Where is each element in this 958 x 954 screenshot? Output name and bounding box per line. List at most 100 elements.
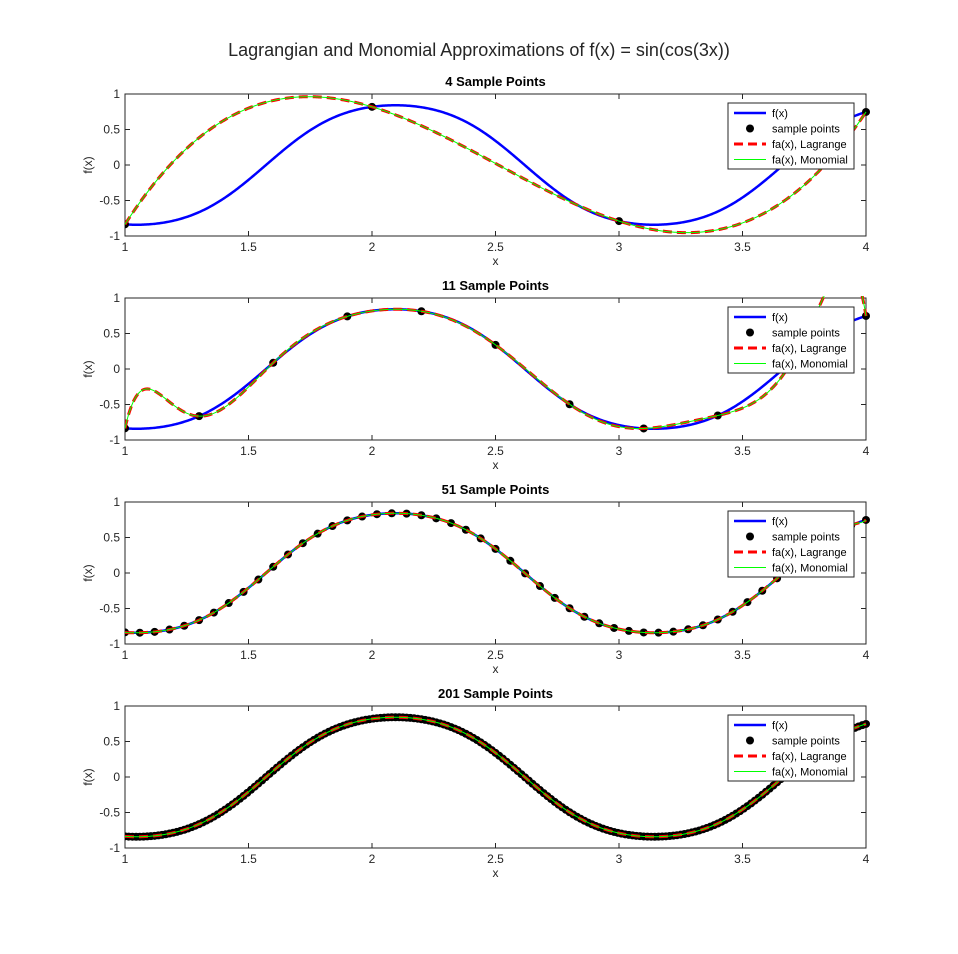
y-tick-label: 0 — [113, 770, 120, 784]
y-axis-label: f(x) — [81, 564, 95, 581]
y-tick-label: 0 — [113, 566, 120, 580]
y-tick-label: 0.5 — [103, 327, 120, 341]
y-axis-label: f(x) — [81, 156, 95, 173]
legend-label: fa(x), Lagrange — [772, 547, 847, 559]
legend-label: f(x) — [772, 108, 788, 120]
legend-label: sample points — [772, 328, 840, 340]
series-f — [125, 104, 867, 226]
legend-label: f(x) — [772, 312, 788, 324]
legend: f(x) sample points fa(x), Lagrange fa(x), M… — [727, 306, 855, 374]
legend-label: fa(x), Lagrange — [772, 139, 847, 151]
x-tick-label: 3.5 — [734, 444, 751, 458]
x-axis-label: x — [493, 458, 499, 472]
x-tick-label: 2 — [369, 648, 376, 662]
y-tick-label: -0.5 — [99, 398, 120, 412]
y-axis-label: f(x) — [81, 768, 95, 785]
legend: f(x) sample points fa(x), Lagrange fa(x), M… — [727, 714, 855, 782]
y-tick-label: -0.5 — [99, 806, 120, 820]
legend-label: fa(x), Monomial — [772, 359, 848, 371]
x-tick-label: 1 — [122, 444, 129, 458]
legend-label: sample points — [772, 736, 840, 748]
plot-area — [125, 509, 870, 637]
x-tick-label: 3 — [616, 240, 623, 254]
y-tick-label: 1 — [113, 291, 120, 305]
legend-label: fa(x), Monomial — [772, 155, 848, 167]
legend-swatch-points — [746, 532, 754, 541]
legend-label: fa(x), Lagrange — [772, 343, 847, 355]
x-tick-label: 3.5 — [734, 240, 751, 254]
x-tick-label: 3 — [616, 852, 623, 866]
x-tick-label: 2 — [369, 240, 376, 254]
x-tick-label: 2.5 — [487, 648, 504, 662]
x-tick-label: 4 — [863, 648, 870, 662]
y-tick-label: 0.5 — [103, 735, 120, 749]
y-tick-label: -1 — [109, 637, 120, 651]
x-tick-label: 1.5 — [240, 240, 257, 254]
series-monomial — [125, 296, 867, 430]
x-tick-label: 1.5 — [240, 852, 257, 866]
x-tick-label: 4 — [863, 444, 870, 458]
legend: f(x) sample points fa(x), Lagrange fa(x), M… — [727, 510, 855, 578]
legend-label: sample points — [772, 124, 840, 136]
x-tick-label: 2 — [369, 852, 376, 866]
y-tick-label: -1 — [109, 841, 120, 855]
x-tick-label: 3.5 — [734, 648, 751, 662]
y-tick-label: 1 — [113, 495, 120, 509]
plot-area — [125, 95, 870, 235]
legend-swatch-points — [746, 736, 754, 745]
legend-label: sample points — [772, 532, 840, 544]
series-monomial — [125, 716, 867, 838]
x-tick-label: 2 — [369, 444, 376, 458]
x-tick-label: 4 — [863, 240, 870, 254]
legend-label: f(x) — [772, 720, 788, 732]
x-tick-label: 1 — [122, 852, 129, 866]
sample-point — [862, 719, 870, 728]
y-tick-label: -1 — [109, 229, 120, 243]
x-tick-label: 1 — [122, 240, 129, 254]
x-tick-label: 1.5 — [240, 444, 257, 458]
plot-area — [125, 296, 870, 433]
subplot-3: 1 1.5 2 2.5 3 3.5 4 -1 -0.5 0 0.5 1 x f(x) 51 Sample P… — [81, 482, 870, 676]
plot-area — [125, 713, 870, 841]
x-tick-label: 2.5 — [487, 852, 504, 866]
x-tick-label: 4 — [863, 852, 870, 866]
legend-swatch-points — [746, 328, 754, 337]
y-tick-label: 1 — [113, 87, 120, 101]
x-axis-label: x — [493, 866, 499, 880]
y-tick-label: -0.5 — [99, 194, 120, 208]
y-tick-label: -1 — [109, 433, 120, 447]
legend-label: fa(x), Monomial — [772, 767, 848, 779]
sample-point — [862, 515, 870, 524]
x-tick-label: 3 — [616, 648, 623, 662]
y-tick-label: 1 — [113, 699, 120, 713]
x-axis-label: x — [493, 662, 499, 676]
y-tick-label: 0.5 — [103, 123, 120, 137]
subplot-1: 1 1.5 2 2.5 3 3.5 4 -1 -0.5 0 0.5 1 x f(x) 4 Sample Po… — [81, 74, 870, 268]
x-tick-label: 2.5 — [487, 444, 504, 458]
subplot-2: 1 1.5 2 2.5 3 3.5 4 -1 -0.5 0 0.5 1 x f(x) 11 Sample P… — [81, 278, 870, 472]
subplot-title: 51 Sample Points — [442, 482, 550, 497]
y-tick-label: 0 — [113, 362, 120, 376]
x-tick-label: 1 — [122, 648, 129, 662]
legend-swatch-points — [746, 124, 754, 133]
legend-label: f(x) — [772, 516, 788, 528]
y-tick-label: -0.5 — [99, 602, 120, 616]
subplot-title: 11 Sample Points — [442, 278, 549, 293]
x-tick-label: 3.5 — [734, 852, 751, 866]
x-tick-label: 1.5 — [240, 648, 257, 662]
legend: f(x) sample points fa(x), Lagrange fa(x), M… — [727, 102, 855, 170]
figure-title: Lagrangian and Monomial Approximations o… — [228, 40, 730, 60]
x-tick-label: 2.5 — [487, 240, 504, 254]
x-axis-label: x — [493, 254, 499, 268]
y-tick-label: 0.5 — [103, 531, 120, 545]
subplot-4: 1 1.5 2 2.5 3 3.5 4 -1 -0.5 0 0.5 1 x f(x) 201 Sample … — [81, 686, 870, 880]
x-tick-label: 3 — [616, 444, 623, 458]
legend-label: fa(x), Lagrange — [772, 751, 847, 763]
subplot-title: 201 Sample Points — [438, 686, 553, 701]
y-tick-label: 0 — [113, 158, 120, 172]
y-axis-label: f(x) — [81, 360, 95, 377]
series-monomial — [125, 96, 867, 234]
subplot-title: 4 Sample Points — [445, 74, 545, 89]
